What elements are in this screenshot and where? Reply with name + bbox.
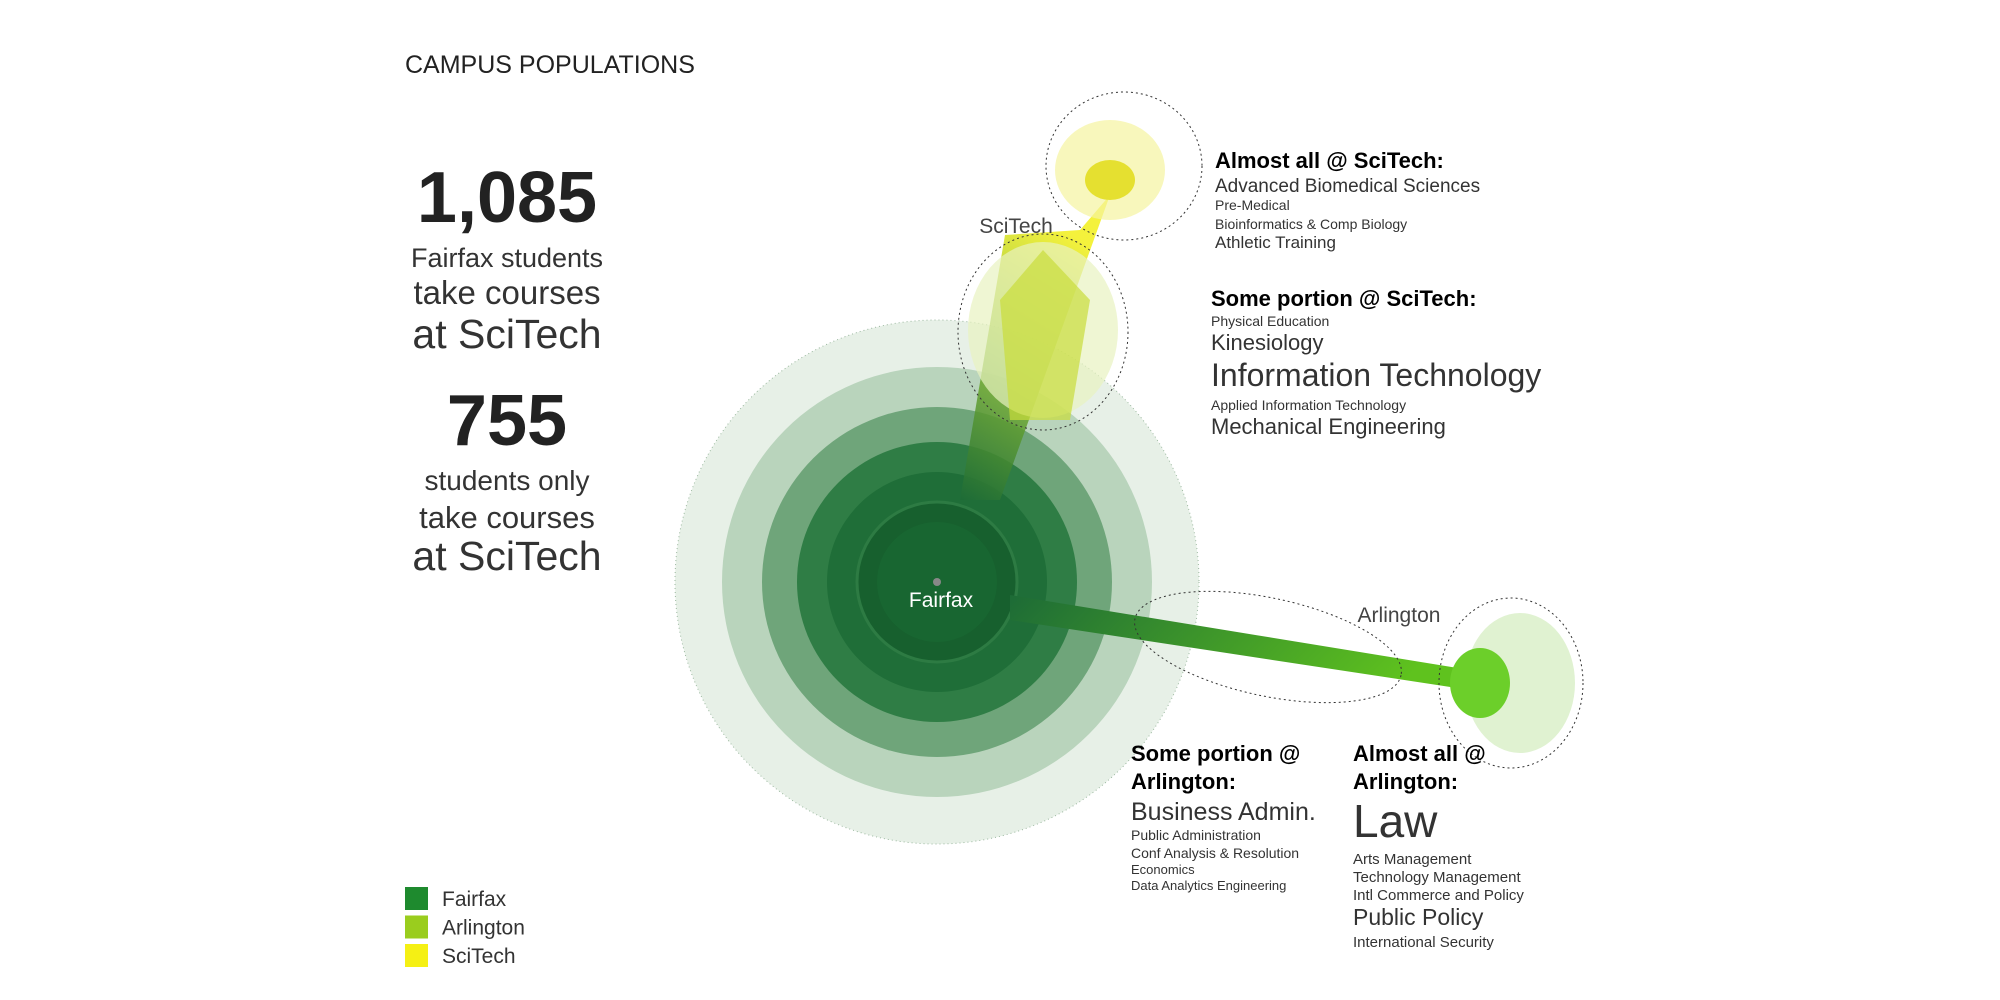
legend-swatch (405, 915, 428, 939)
group-heading: Some portion @ SciTech: (1211, 286, 1477, 311)
stat-caption: take courses (419, 500, 595, 535)
program-name: Applied Information Technology (1211, 397, 1406, 413)
legend-label: SciTech (442, 945, 516, 968)
stat-caption: at SciTech (412, 311, 601, 357)
group-heading: Almost all @ SciTech: (1215, 148, 1444, 173)
program-name: Pre-Medical (1215, 197, 1290, 213)
program-name: Technology Management (1353, 869, 1521, 886)
stat-caption: at SciTech (412, 533, 601, 579)
legend-swatch (405, 944, 428, 967)
campus-label: Arlington (1358, 604, 1441, 627)
program-name: Conf Analysis & Resolution (1131, 845, 1299, 861)
stat-caption: Fairfax students (411, 243, 603, 273)
program-name: Data Analytics Engineering (1131, 878, 1286, 893)
program-name: Economics (1131, 862, 1195, 877)
program-name: Business Admin. (1131, 798, 1316, 826)
program-name: Advanced Biomedical Sciences (1215, 176, 1480, 197)
legend-label: Fairfax (442, 888, 507, 911)
stat-value: 755 (447, 381, 567, 461)
program-name: Kinesiology (1211, 330, 1324, 355)
group-heading: Some portion @ (1131, 741, 1300, 766)
group-heading: Almost all @ (1353, 741, 1486, 766)
program-name: Athletic Training (1215, 233, 1336, 252)
stat-caption: take courses (413, 274, 600, 311)
program-name: Bioinformatics & Comp Biology (1215, 216, 1407, 232)
program-name: International Security (1353, 934, 1494, 951)
campus-label: SciTech (979, 215, 1053, 238)
program-name: Mechanical Engineering (1211, 414, 1446, 439)
program-name: Information Technology (1211, 357, 1541, 393)
campus-label: Fairfax (909, 589, 974, 612)
stat-value: 1,085 (417, 158, 597, 238)
group-heading: Arlington: (1353, 769, 1458, 794)
program-name: Public Policy (1353, 904, 1484, 930)
program-name: Public Administration (1131, 827, 1261, 843)
program-name: Physical Education (1211, 313, 1329, 329)
page-title: CAMPUS POPULATIONS (405, 51, 695, 79)
program-name: Arts Management (1353, 851, 1472, 868)
legend-label: Arlington (442, 917, 525, 940)
program-name: Intl Commerce and Policy (1353, 887, 1524, 904)
group-heading: Arlington: (1131, 769, 1236, 794)
stat-caption: students only (425, 465, 590, 496)
program-name: Law (1353, 795, 1438, 847)
network-graphic (674, 91, 1584, 845)
legend-swatch (405, 887, 428, 910)
